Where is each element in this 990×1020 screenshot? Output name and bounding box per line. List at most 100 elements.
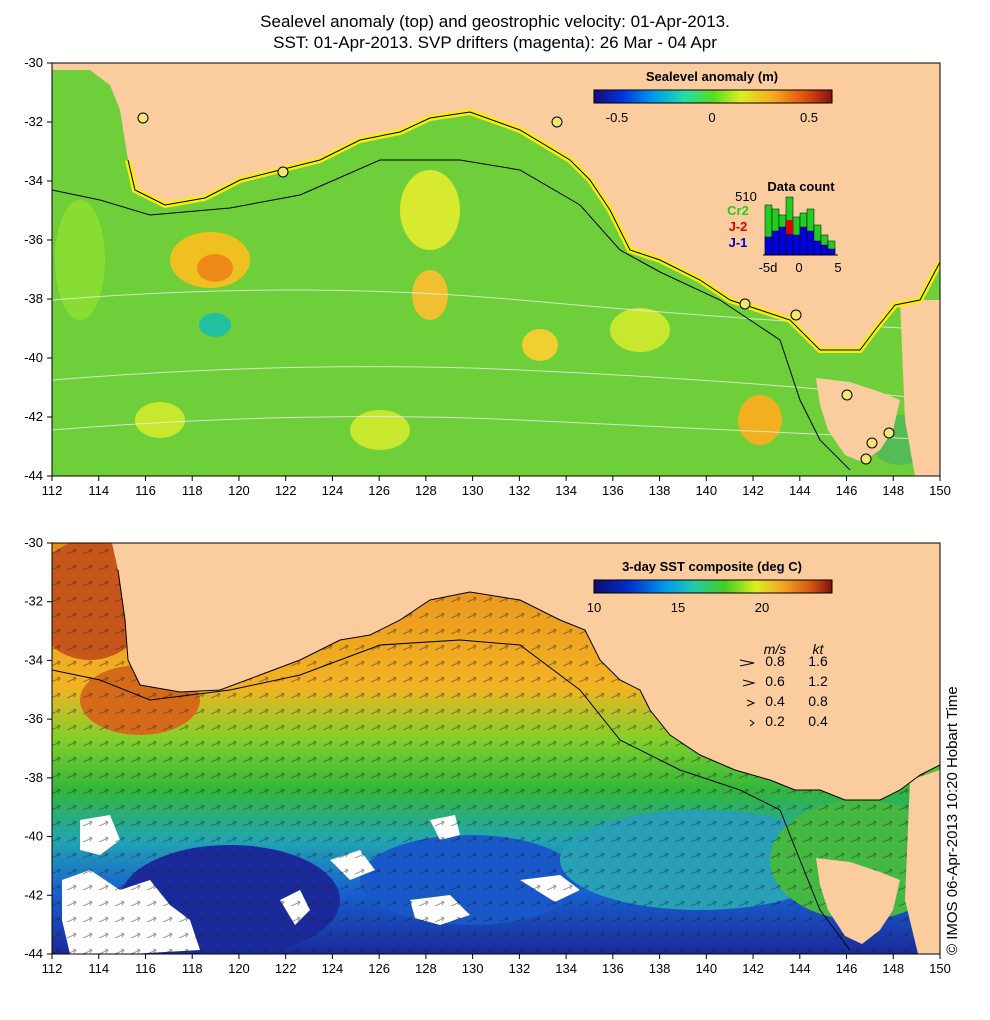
velocity-kt-value: 1.6	[808, 653, 828, 669]
count-bar-j1	[771, 230, 780, 256]
sla-blob	[412, 270, 448, 320]
count-bar-j1	[806, 230, 815, 256]
land-australia-sst	[112, 543, 940, 800]
land-australia	[52, 63, 940, 350]
tide-gauges	[137, 112, 895, 465]
lon-tick-label: 118	[182, 961, 203, 976]
lon-tick-label: 124	[322, 483, 344, 498]
lon-tick-label: 118	[182, 483, 203, 498]
lon-tick-label: 130	[462, 961, 484, 976]
lon-tick-label: 148	[882, 483, 904, 498]
sst-map	[52, 543, 940, 954]
lat-tick-label: -34	[24, 173, 43, 188]
lon-tick-label: 142	[742, 961, 764, 976]
shelf-contour-sst	[52, 639, 851, 951]
lon-tick-label: 120	[228, 483, 250, 498]
lat-tick-label: -40	[24, 350, 43, 365]
lat-tick-label: -32	[24, 594, 43, 609]
sla-blob	[610, 308, 670, 352]
lat-tick-label: -42	[24, 409, 43, 424]
lon-tick-label: 116	[135, 483, 156, 498]
lon-tick-label: 120	[228, 961, 250, 976]
lat-tick-label: -44	[24, 946, 43, 961]
sla-blob	[400, 170, 460, 250]
velocity-legend-arrow	[739, 659, 755, 667]
lon-tick-label: 114	[88, 483, 109, 498]
count-bar-j1	[827, 248, 836, 256]
lat-tick-label: -36	[24, 711, 43, 726]
colorbar-tick-label: 15	[671, 600, 685, 615]
tide-gauge-marker	[866, 437, 878, 449]
colorbar-tick-label: 10	[587, 600, 601, 615]
bottom-map-frame	[51, 542, 941, 955]
lon-tick-label: 140	[695, 483, 717, 498]
velocity-unit-kt: kt	[813, 641, 825, 657]
data-count-label: Data count	[767, 179, 835, 194]
lon-tick-label: 144	[789, 961, 811, 976]
lon-tick-label: 132	[509, 483, 531, 498]
sla-colorbar-ramp	[593, 89, 833, 104]
top-map-frame	[51, 62, 941, 477]
data-count-max: 510	[735, 189, 757, 204]
tide-gauge-marker	[841, 389, 853, 401]
lon-tick-label: 112	[42, 961, 63, 976]
lon-tick-label: 128	[415, 483, 437, 498]
lon-tick-label: 122	[275, 483, 297, 498]
sla-blob	[135, 402, 185, 438]
sla-colorbar-ticks: -0.5 0 0.5	[606, 110, 818, 125]
count-bar-j1	[764, 236, 773, 256]
satellite-label: J-1	[729, 235, 748, 250]
velocity-unit-ms: m/s	[764, 641, 787, 657]
lon-tick-label: 138	[649, 961, 671, 976]
count-bar-j2	[786, 220, 793, 234]
lon-tick-label: 134	[555, 961, 577, 976]
shelf-contour	[52, 159, 851, 471]
count-bar-j1	[778, 226, 787, 256]
data-count-tick: 5	[834, 260, 841, 275]
sst-colorbar-title: 3-day SST composite (deg C)	[622, 559, 802, 574]
count-bar-j1	[799, 226, 808, 256]
lon-tick-label: 114	[88, 961, 109, 976]
tide-gauge-marker	[277, 166, 289, 178]
lon-tick-label: 116	[135, 961, 156, 976]
count-bar-j1	[820, 244, 829, 256]
lon-tick-label: 148	[882, 961, 904, 976]
tide-gauge-marker	[883, 427, 895, 439]
velocity-kt-value: 0.4	[808, 713, 828, 729]
velocity-ms-value: 0.8	[765, 653, 785, 669]
colorbar-tick-label: 20	[755, 600, 769, 615]
tide-gauge-marker	[790, 309, 802, 321]
data-count-tick: 0	[795, 260, 802, 275]
data-count-ticks: -5d 0 5	[759, 260, 842, 275]
lon-tick-label: 150	[929, 483, 951, 498]
land-tasmania-sst	[816, 858, 900, 944]
lon-tick-label: 122	[275, 961, 297, 976]
velocity-legend-arrow	[746, 699, 756, 707]
land-east-sst	[905, 770, 940, 954]
latitude-ticks-bottom: -30 -32 -34 -36 -38 -40 -42 -44	[24, 535, 52, 961]
sla-colorbar-title: Sealevel anomaly (m)	[646, 69, 778, 84]
lon-tick-label: 146	[836, 961, 858, 976]
tide-gauge-marker	[137, 112, 149, 124]
lon-tick-label: 136	[602, 483, 624, 498]
tide-gauge-marker	[551, 116, 563, 128]
lon-tick-label: 150	[929, 961, 951, 976]
velocity-legend-arrow	[742, 679, 756, 687]
velocity-kt-value: 0.8	[808, 693, 828, 709]
latitude-ticks-top: -30 -32 -34 -36 -38 -40 -42 -44	[24, 55, 52, 483]
sla-blob	[197, 254, 233, 282]
velocity-ms-value: 0.2	[765, 713, 785, 729]
count-bar-j1	[792, 234, 801, 256]
velocity-ms-value: 0.4	[765, 693, 785, 709]
tide-gauge-marker	[739, 298, 751, 310]
lat-tick-label: -32	[24, 114, 43, 129]
copyright-caption: © IMOS 06-Apr-2013 10:20 Hobart Time	[944, 686, 961, 955]
lat-tick-label: -30	[24, 535, 43, 550]
sla-blob	[199, 313, 231, 337]
sla-blob	[522, 329, 558, 361]
lat-tick-label: -30	[24, 55, 43, 70]
longitude-ticks-top: 112 114 116 118 120 122 124 126 128 130 132 134 136 1…	[42, 476, 951, 498]
title-line-2: SST: 01-Apr-2013. SVP drifters (magenta)…	[273, 33, 717, 52]
